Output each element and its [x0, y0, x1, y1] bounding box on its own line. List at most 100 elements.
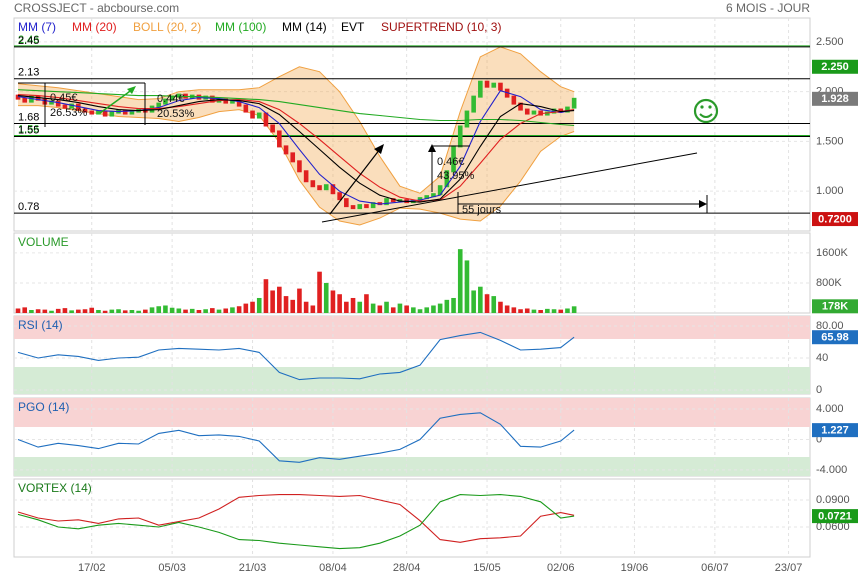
candle [277, 130, 282, 148]
volume-bar [283, 296, 289, 313]
volume-bar [129, 309, 135, 313]
volume-bar [464, 260, 470, 313]
x-tick-label: 19/06 [621, 562, 649, 574]
volume-bar [149, 307, 155, 313]
candle [457, 125, 463, 148]
candle [223, 98, 229, 104]
x-tick-label: 15/05 [473, 562, 501, 574]
volume-bar [411, 307, 416, 313]
y-tick-label: -4.000 [816, 464, 847, 476]
candle [290, 152, 296, 163]
volume-bar [270, 290, 275, 313]
candle [163, 98, 168, 105]
indicator-line [17, 412, 575, 463]
candle [424, 195, 430, 200]
volume-bar [390, 307, 396, 313]
annotation: 26.53% [50, 107, 88, 119]
candle [565, 106, 570, 113]
candle [444, 170, 450, 188]
panel-title: VOLUME [18, 235, 69, 249]
candle [82, 108, 88, 113]
price-tag-label: 65.98 [821, 332, 849, 344]
y-tick-label: 1.500 [816, 135, 844, 147]
x-tick-label: 05/03 [158, 562, 186, 574]
volume-bar [143, 309, 148, 313]
candle [263, 112, 269, 127]
candle [176, 93, 182, 98]
legend-entry: EVT [341, 20, 365, 34]
candle [431, 193, 436, 198]
price-tag [812, 212, 858, 227]
page-title: CROSSJECT - abcbourse.com [14, 1, 179, 15]
candle [524, 108, 530, 115]
volume-bar [116, 309, 121, 313]
price-tag [812, 299, 858, 314]
y-tick-label: 0.0600 [816, 521, 850, 533]
candle [323, 184, 329, 191]
candle [270, 124, 275, 133]
level-label: 2.45 [18, 35, 39, 47]
price-tag-label: 178K [822, 301, 848, 313]
panel-title: VORTEX (14) [18, 481, 92, 495]
price-tag [812, 59, 858, 74]
candle [129, 110, 135, 115]
volume-bar [478, 286, 483, 313]
volume-bar [169, 307, 175, 313]
volume-bar [29, 309, 34, 313]
volume-bar [377, 305, 383, 313]
candle [451, 145, 456, 173]
volume-bar [397, 303, 403, 313]
smiley-icon [693, 98, 719, 124]
indicator-line [17, 90, 575, 205]
volume-bar [457, 249, 463, 313]
volume-bar [471, 290, 476, 313]
volume-bar [230, 307, 235, 313]
candle [303, 170, 309, 183]
candle [256, 112, 262, 119]
volume-bar [49, 310, 54, 313]
candle [337, 192, 342, 201]
volume-bar [484, 294, 490, 313]
volume-bar [210, 308, 215, 313]
legend-entry: BOLL (20, 2) [133, 20, 201, 34]
candle [545, 111, 550, 116]
level-label: 1.55 [18, 124, 39, 136]
candle [317, 185, 322, 191]
candle [96, 110, 101, 115]
volume-bar [22, 307, 28, 313]
volume-bar [337, 294, 342, 313]
volume-bar [431, 305, 436, 313]
legend-entry: MM (20) [72, 20, 117, 34]
volume-bar [277, 286, 282, 313]
candle [531, 110, 537, 115]
candle [109, 111, 115, 117]
bollinger-upper [17, 46, 575, 194]
arrow-head [127, 86, 136, 94]
candle [243, 104, 249, 113]
price-tag-label: 1.928 [821, 93, 849, 105]
volume-bar [250, 301, 255, 313]
volume-bar [62, 308, 68, 313]
candle [478, 80, 483, 98]
candle [69, 103, 74, 109]
volume-bar [223, 308, 229, 313]
zone [14, 398, 810, 427]
price-tag-label: 1.227 [821, 425, 849, 437]
y-tick-label: 2.500 [816, 36, 844, 48]
volume-bar [404, 305, 409, 313]
panel-frame [13, 17, 811, 232]
volume-bar [263, 279, 269, 313]
candle [384, 198, 389, 206]
volume-bar [417, 309, 423, 313]
volume-bar [55, 308, 61, 313]
candle [484, 80, 490, 88]
arrow-head [699, 200, 707, 208]
y-tick-label: 40 [816, 352, 828, 364]
indicator-line [17, 494, 575, 550]
volume-bar [504, 305, 510, 313]
x-tick-label: 06/07 [701, 562, 729, 574]
volume-bar [538, 309, 543, 313]
x-tick-label: 28/04 [393, 562, 421, 574]
indicator-line [17, 331, 575, 381]
price-tag [812, 423, 858, 438]
